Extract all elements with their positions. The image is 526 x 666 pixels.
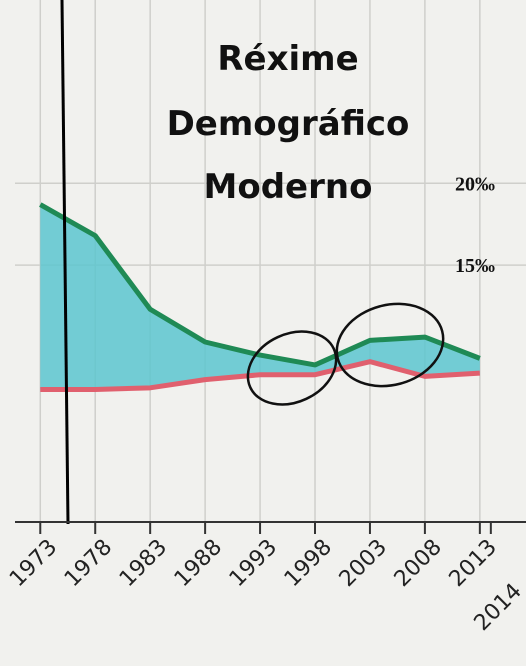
chart: Réxime Demográfico Moderno 20‰15‰1973197…: [0, 0, 526, 666]
y-tick-label: 15‰: [455, 255, 495, 277]
chart-title: Moderno: [204, 167, 373, 207]
chart-title: Réxime: [217, 39, 358, 79]
chart-title: Demográfico: [167, 104, 410, 144]
y-tick-label: 20‰: [455, 173, 495, 195]
